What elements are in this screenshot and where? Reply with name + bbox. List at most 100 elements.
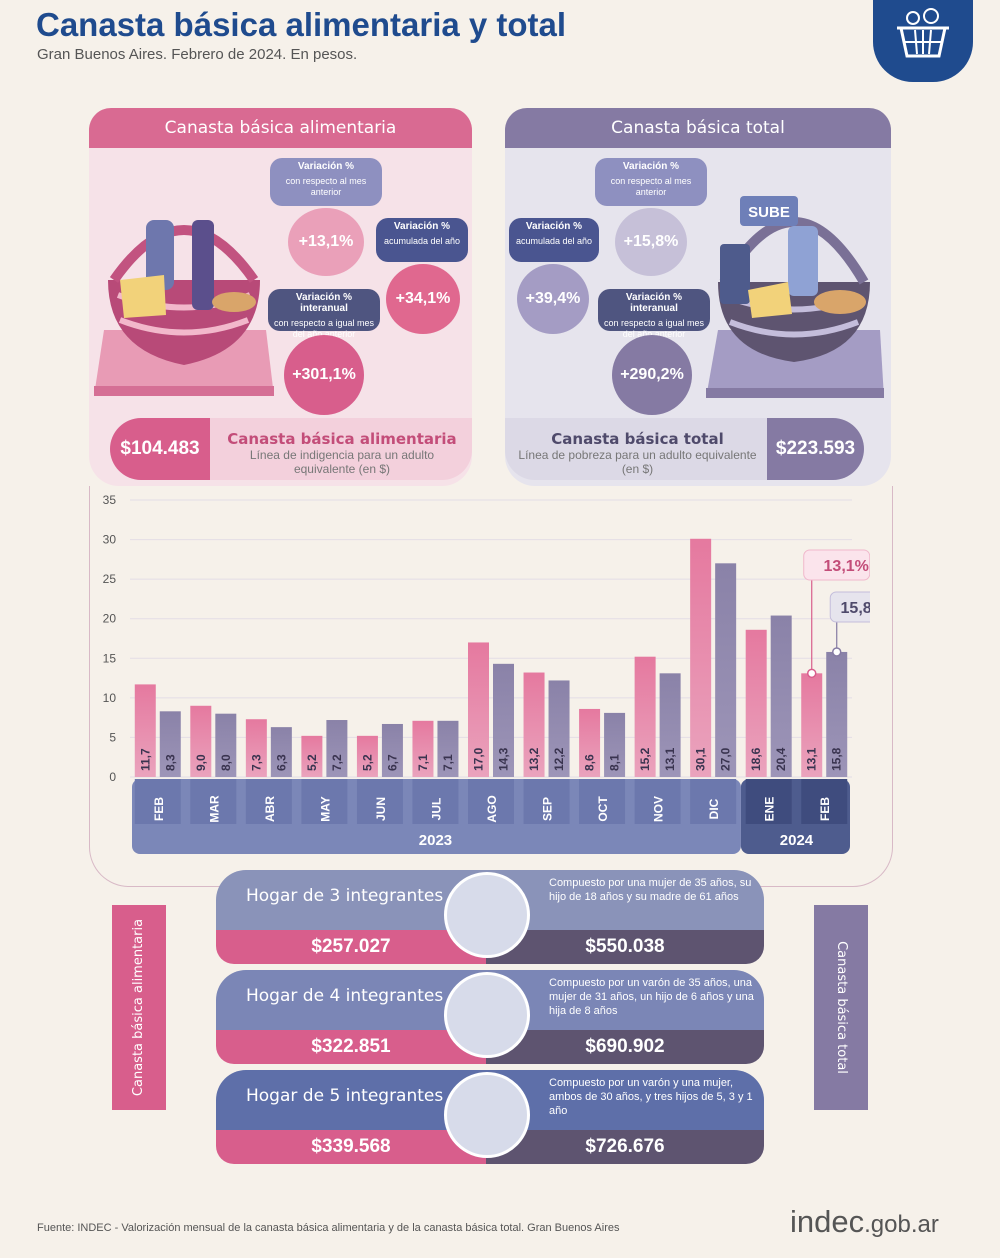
data-label: 13,1 [663, 747, 677, 771]
x-tick-label: NOV [652, 796, 666, 822]
family-avatar [444, 972, 530, 1058]
page-subtitle: Gran Buenos Aires. Febrero de 2024. En p… [37, 46, 358, 63]
data-label: 13,1 [805, 747, 819, 771]
y-tick-label: 15 [103, 651, 117, 665]
bar [326, 720, 348, 777]
cbt-amount-label-bg [505, 418, 767, 480]
cba-panel-heading: Canasta básica alimentaria [89, 108, 472, 148]
hogar-cba-value: $339.568 [216, 1130, 486, 1164]
category-cell [356, 779, 403, 824]
bar [245, 719, 267, 777]
family-avatar [444, 872, 530, 958]
cba-amount-label-bg [210, 418, 472, 480]
cba-var-mensual-value: +13,1% [288, 208, 364, 276]
cbt-panel-heading: Canasta básica total [505, 108, 891, 148]
category-cell [801, 779, 848, 824]
bar [134, 684, 156, 777]
bar [604, 712, 626, 777]
x-tick-label: DIC [707, 798, 721, 819]
bar [715, 563, 737, 777]
data-label: 11,7 [138, 748, 152, 771]
family-avatar [444, 1072, 530, 1158]
data-label: 30,1 [694, 747, 708, 771]
basket-logo-badge [873, 0, 973, 82]
category-cell [190, 779, 237, 824]
cba-amount-label: Canasta básica alimentaria Línea de indi… [227, 430, 457, 477]
bar [412, 720, 434, 777]
y-tick-label: 5 [109, 730, 116, 744]
data-label: 7,1 [441, 754, 455, 771]
data-label: 5,2 [305, 754, 319, 771]
bar [301, 735, 323, 777]
bar [159, 711, 181, 777]
category-cell [301, 779, 348, 824]
page-title: Canasta básica alimentaria y total [36, 6, 567, 43]
side-label-cba: Canasta básica alimentaria [112, 905, 166, 1110]
bar [523, 672, 545, 777]
bar [634, 656, 656, 777]
y-tick-label: 20 [103, 612, 117, 626]
x-tick-label: JUL [429, 798, 443, 821]
hogar-card: Hogar de 3 integrantes Compuesto por una … [216, 870, 764, 968]
bar [493, 663, 514, 777]
data-label: 18,6 [749, 747, 763, 771]
callout-dot [831, 647, 842, 657]
cba-var-interanual-value: +301,1% [284, 335, 364, 415]
bar [190, 705, 212, 777]
callout-dot [806, 668, 817, 679]
data-label: 9,0 [194, 754, 208, 771]
cbt-var-interanual-label: Variación % interanual con respecto a igu… [598, 289, 710, 339]
bar [356, 735, 378, 777]
data-label: 8,1 [608, 754, 622, 771]
sube-card-text: SUBE [748, 204, 790, 221]
bar [215, 713, 237, 777]
y-tick-label: 0 [109, 770, 116, 784]
data-label: 5,2 [360, 754, 374, 771]
cbt-var-mensual-label: Variación % con respecto al mes anterior [595, 158, 707, 206]
bar [801, 673, 823, 777]
data-label: 14,3 [497, 747, 511, 771]
cbt-var-interanual-value: +290,2% [612, 335, 692, 415]
data-label: 7,2 [330, 754, 344, 771]
data-label: 15,8 [830, 747, 844, 771]
x-tick-label: FEB [152, 797, 166, 821]
site-url[interactable]: indec.gob.ar [790, 1204, 939, 1240]
basket-icon [897, 8, 949, 58]
category-cell [134, 779, 181, 824]
x-tick-label: OCT [596, 796, 610, 822]
x-tick-label: SEP [541, 797, 555, 821]
side-label-cbt: Canasta básica total [814, 905, 868, 1110]
hogar-name: Hogar de 5 integrantes [246, 1086, 444, 1106]
data-label: 8,0 [219, 754, 233, 771]
bar [690, 538, 712, 777]
y-tick-label: 35 [103, 493, 117, 507]
cbt-var-acumulada-value: +39,4% [517, 264, 589, 334]
cba-var-mensual-label: Variación % con respecto al mes anterior [270, 158, 382, 206]
x-tick-label: MAY [318, 796, 332, 822]
data-label: 8,6 [583, 754, 597, 771]
data-label: 7,3 [249, 754, 263, 771]
year-label: 2024 [780, 832, 814, 849]
bar [437, 720, 459, 777]
hogar-cba-value: $322.851 [216, 1030, 486, 1064]
category-cell [468, 779, 514, 824]
y-tick-label: 10 [103, 691, 117, 705]
hogar-description: Compuesto por un varón de 35 años, una m… [549, 977, 754, 1017]
total-basket-illustration: SUBE [706, 196, 884, 398]
cba-amount: $104.483 [110, 418, 210, 480]
category-cell [745, 779, 792, 824]
bar [745, 629, 767, 777]
cbt-var-mensual-value: +15,8% [615, 208, 687, 276]
callout-label: 15,8% [841, 600, 870, 617]
bar [468, 642, 489, 777]
cbt-amount-label: Canasta básica total Línea de pobreza pa… [518, 430, 757, 477]
x-tick-label: FEB [818, 797, 832, 821]
food-basket-illustration [94, 220, 274, 396]
category-cell [412, 779, 459, 824]
data-label: 6,7 [385, 754, 399, 771]
callout-label: 13,1% [824, 558, 869, 575]
hogar-card: Hogar de 4 integrantes Compuesto por un v… [216, 970, 764, 1068]
cba-var-acumulada-label: Variación % acumulada del año [376, 218, 468, 262]
x-tick-label: AGO [485, 795, 499, 822]
hogar-cbt-value: $726.676 [486, 1130, 764, 1164]
